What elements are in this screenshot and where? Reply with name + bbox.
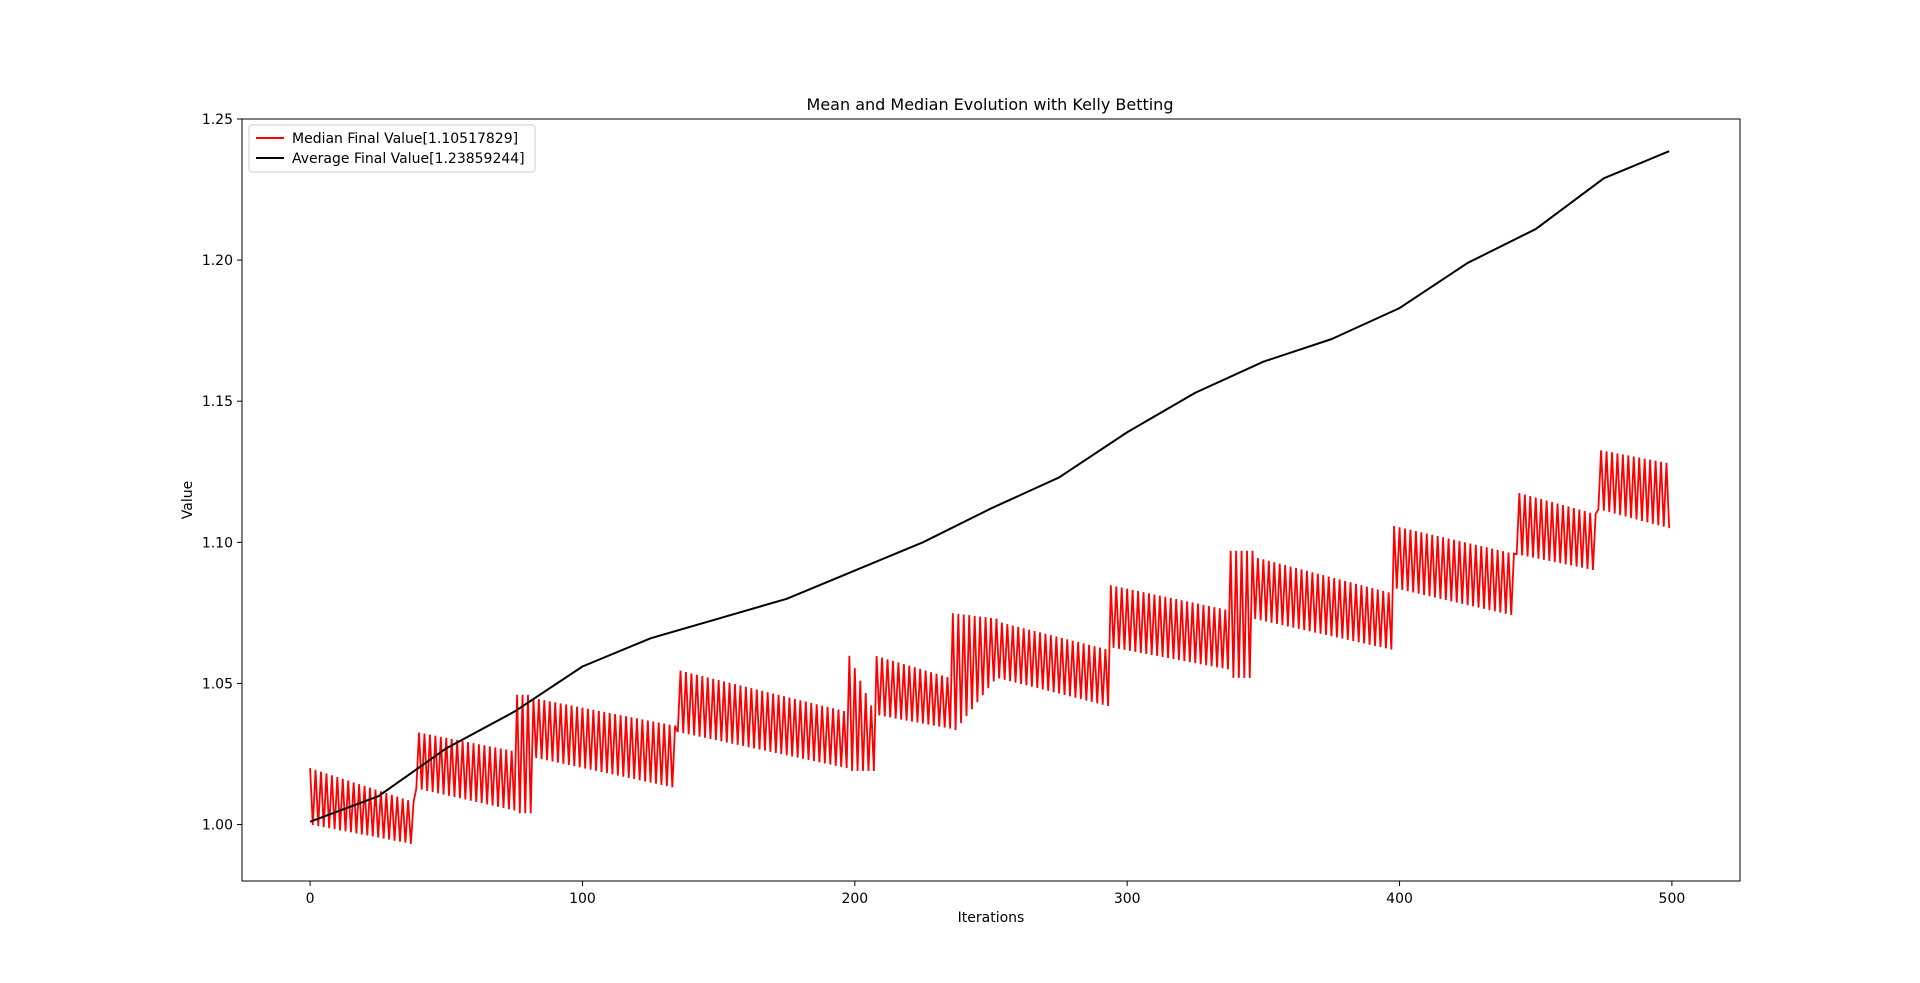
series-line-median bbox=[309, 450, 1671, 844]
legend-box bbox=[248, 124, 536, 173]
y-tick-label-1: 1.05 bbox=[202, 676, 233, 692]
y-axis-label: Value bbox=[180, 481, 196, 519]
x-axis: 0 100 200 300 400 500 bbox=[306, 881, 1686, 907]
y-tick-label-5: 1.25 bbox=[202, 112, 233, 128]
chart-title: Mean and Median Evolution with Kelly Bet… bbox=[807, 95, 1174, 114]
x-tick-label-5: 500 bbox=[1659, 891, 1686, 907]
series-line-average bbox=[309, 150, 1670, 823]
plot-frame bbox=[241, 118, 1741, 882]
x-tick-label-2: 200 bbox=[841, 891, 868, 907]
x-tick-label-1: 100 bbox=[569, 891, 596, 907]
x-axis-label: Iterations bbox=[958, 910, 1025, 926]
plot-background bbox=[242, 119, 1740, 881]
y-tick-label-3: 1.15 bbox=[202, 394, 233, 410]
legend-label-average: Average Final Value[1.23859244] bbox=[292, 151, 525, 167]
plot-area bbox=[241, 118, 1741, 882]
y-tick-label-0: 1.00 bbox=[202, 818, 233, 834]
series-layer bbox=[309, 150, 1671, 844]
legend: Median Final Value[1.10517829] Average F… bbox=[248, 124, 536, 173]
x-tick-label-0: 0 bbox=[306, 891, 315, 907]
x-tick-label-4: 400 bbox=[1386, 891, 1413, 907]
y-tick-label-4: 1.20 bbox=[202, 253, 233, 269]
y-axis: 1.00 1.05 1.10 1.15 1.20 1.25 bbox=[202, 112, 242, 834]
x-tick-label-3: 300 bbox=[1114, 891, 1141, 907]
legend-label-median: Median Final Value[1.10517829] bbox=[292, 131, 518, 147]
y-tick-label-2: 1.10 bbox=[202, 535, 233, 551]
